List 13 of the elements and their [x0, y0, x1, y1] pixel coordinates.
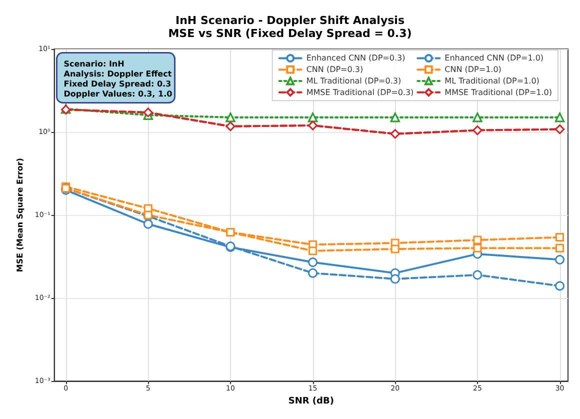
legend-label: ML Traditional (DP=1.0) — [444, 76, 540, 86]
legend-label: MMSE Traditional (DP=0.3) — [306, 88, 414, 97]
y-axis-title: MSE (Mean Square Error) — [16, 158, 24, 272]
legend-label: ML Traditional (DP=0.3) — [306, 76, 402, 86]
legend-label: Enhanced CNN (DP=1.0) — [444, 54, 544, 63]
legend-label: CNN (DP=1.0) — [444, 65, 502, 74]
legend-label: MMSE Traditional (DP=1.0) — [444, 88, 552, 97]
legend-label: CNN (DP=0.3) — [306, 65, 364, 74]
legend-label: Enhanced CNN (DP=0.3) — [306, 54, 406, 63]
chart-subtitle: MSE vs SNR (Fixed Delay Spread = 0.3) — [168, 27, 412, 40]
x-axis-title: SNR (dB) — [288, 396, 334, 406]
chart-title: InH Scenario - Doppler Shift Analysis — [176, 14, 405, 27]
annotation: Scenario: InH Analysis: Doppler Effect Fixed Delay Spread: 0.3 Doppler Values: 0.3, 1.0 — [64, 59, 173, 98]
